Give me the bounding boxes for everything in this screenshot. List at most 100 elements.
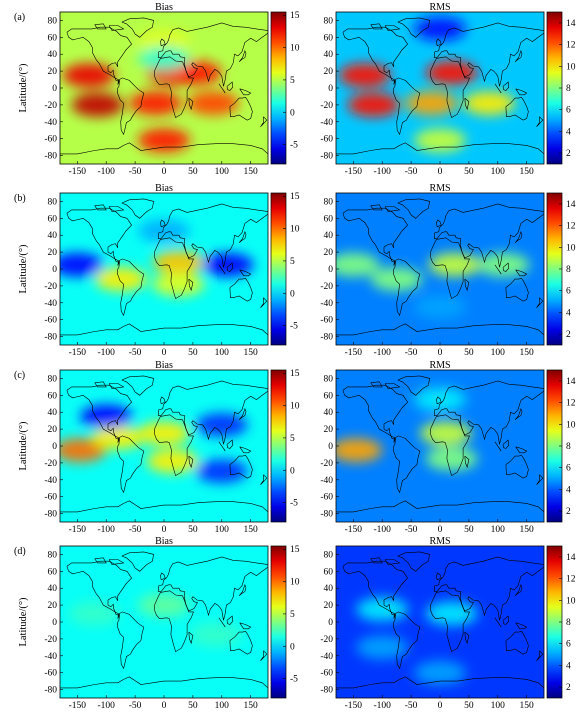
- field: [60, 12, 268, 164]
- x-tick-label: -100: [374, 701, 392, 711]
- y-tick-label: 60: [48, 33, 58, 43]
- coastline-9: [218, 264, 226, 275]
- field-features: [60, 219, 254, 297]
- feature-1: [425, 601, 478, 626]
- coastline-0: [66, 26, 132, 85]
- feature-4: [80, 404, 133, 429]
- colorbar-tick-label: 2: [566, 330, 571, 340]
- colorbar: [270, 545, 287, 699]
- field-features: [338, 16, 516, 153]
- x-tick-label: 50: [464, 348, 474, 358]
- coastline-11: [239, 622, 252, 630]
- colorbar-tick-label: 0: [290, 466, 295, 476]
- coastline-0: [342, 207, 408, 266]
- y-tick-label: 20: [324, 601, 334, 611]
- field-features: [336, 252, 530, 319]
- x-tick-label: 150: [520, 525, 535, 535]
- colorbar-tick-label: 6: [566, 106, 571, 116]
- feature-0: [138, 593, 190, 618]
- coastline-4: [157, 203, 268, 268]
- colorbar-tick-label: 10: [566, 420, 576, 430]
- colorbar-tick-label: 6: [566, 640, 571, 650]
- coastline-8: [238, 49, 247, 63]
- feature-3: [428, 252, 481, 277]
- feature-8: [138, 46, 190, 71]
- coastline-8: [238, 230, 247, 244]
- x-tick-label: -150: [69, 525, 87, 535]
- panel-title: RMS: [429, 2, 450, 13]
- panel-label: (a): [14, 12, 25, 23]
- colorbar: [270, 369, 287, 523]
- y-tick-label: -80: [44, 510, 57, 520]
- field-features: [62, 29, 240, 153]
- y-tick-label: -20: [44, 635, 57, 645]
- x-tick-label: 100: [215, 701, 230, 711]
- y-tick-label: 40: [324, 231, 334, 241]
- x-tick-label: -150: [345, 701, 363, 711]
- panel-a-bias: Bias(a)-150 -100 -50 0 50 100 150806040200-20-…: [14, 2, 300, 177]
- y-tick-label: 80: [48, 16, 58, 26]
- panel-title: Bias: [155, 2, 173, 13]
- x-tick-label: -100: [374, 167, 392, 177]
- feature-2: [425, 446, 478, 471]
- y-tick-label: 20: [324, 425, 334, 435]
- x-tick-label: -150: [69, 701, 87, 711]
- coastline-6: [336, 142, 544, 155]
- y-tick-label: -20: [44, 101, 57, 111]
- y-tick-label: -60: [320, 669, 333, 679]
- colorbar-tick-label: 6: [566, 464, 571, 474]
- coastline-9: [218, 617, 226, 628]
- y-tick-label: -60: [320, 493, 333, 503]
- coastline-14: [384, 25, 401, 31]
- y-tick-label: -80: [320, 333, 333, 343]
- coastline-3: [429, 237, 470, 300]
- coastline-3: [153, 237, 194, 300]
- y-tick-label: -20: [320, 635, 333, 645]
- coastline-2: [392, 611, 421, 670]
- coastline-2: [392, 258, 421, 317]
- feature-2: [370, 267, 423, 292]
- coastline-5: [505, 96, 529, 121]
- y-tick-label: 20: [48, 601, 58, 611]
- coastline-6: [336, 500, 544, 513]
- coastline-5: [229, 277, 253, 302]
- y-tick-label: 20: [324, 248, 334, 258]
- feature-2: [68, 601, 121, 626]
- y-tick-label: 60: [324, 33, 334, 43]
- coastline-13: [536, 474, 544, 486]
- coastline-7: [160, 396, 166, 405]
- feature-2: [138, 421, 190, 446]
- y-tick-label: 80: [324, 550, 334, 560]
- y-tick-label: -80: [44, 333, 57, 343]
- coastline-12: [188, 97, 194, 111]
- colorbar-tick-label: 5: [290, 610, 295, 620]
- panel-title: RMS: [429, 536, 450, 547]
- colorbar-tick-label: 15: [290, 192, 300, 202]
- feature-4: [129, 91, 182, 116]
- coastline-1: [397, 198, 430, 219]
- coastlines: [60, 551, 268, 689]
- y-tick-label: -40: [320, 476, 333, 486]
- y-tick-label: -80: [44, 686, 57, 696]
- colorbar-tick-label: 10: [290, 225, 300, 235]
- feature-0: [60, 438, 107, 463]
- colorbar-tick-label: 14: [566, 19, 576, 29]
- y-tick-label: -20: [320, 282, 333, 292]
- coastline-14: [384, 206, 401, 212]
- x-tick-label: 0: [438, 525, 443, 535]
- coastline-15: [94, 204, 107, 211]
- colorbar-tick-label: 4: [566, 485, 571, 495]
- coastlines: [336, 551, 544, 689]
- colorbar-tick-label: 5: [290, 76, 295, 86]
- y-tick-label: 0: [328, 84, 333, 94]
- coastline-15: [370, 23, 383, 30]
- coastline-11: [515, 269, 528, 277]
- x-tick-label: 150: [520, 348, 535, 358]
- colorbar-tick-label: 12: [566, 222, 576, 232]
- y-tick-label: 60: [324, 567, 334, 577]
- y-tick-label: -60: [320, 316, 333, 326]
- feature-6: [195, 459, 248, 484]
- panel-b-bias: Bias(b)-150 -100 -50 0 50 100 150806040200-20-…: [14, 183, 300, 358]
- coastline-1: [397, 17, 430, 38]
- field: [60, 193, 268, 345]
